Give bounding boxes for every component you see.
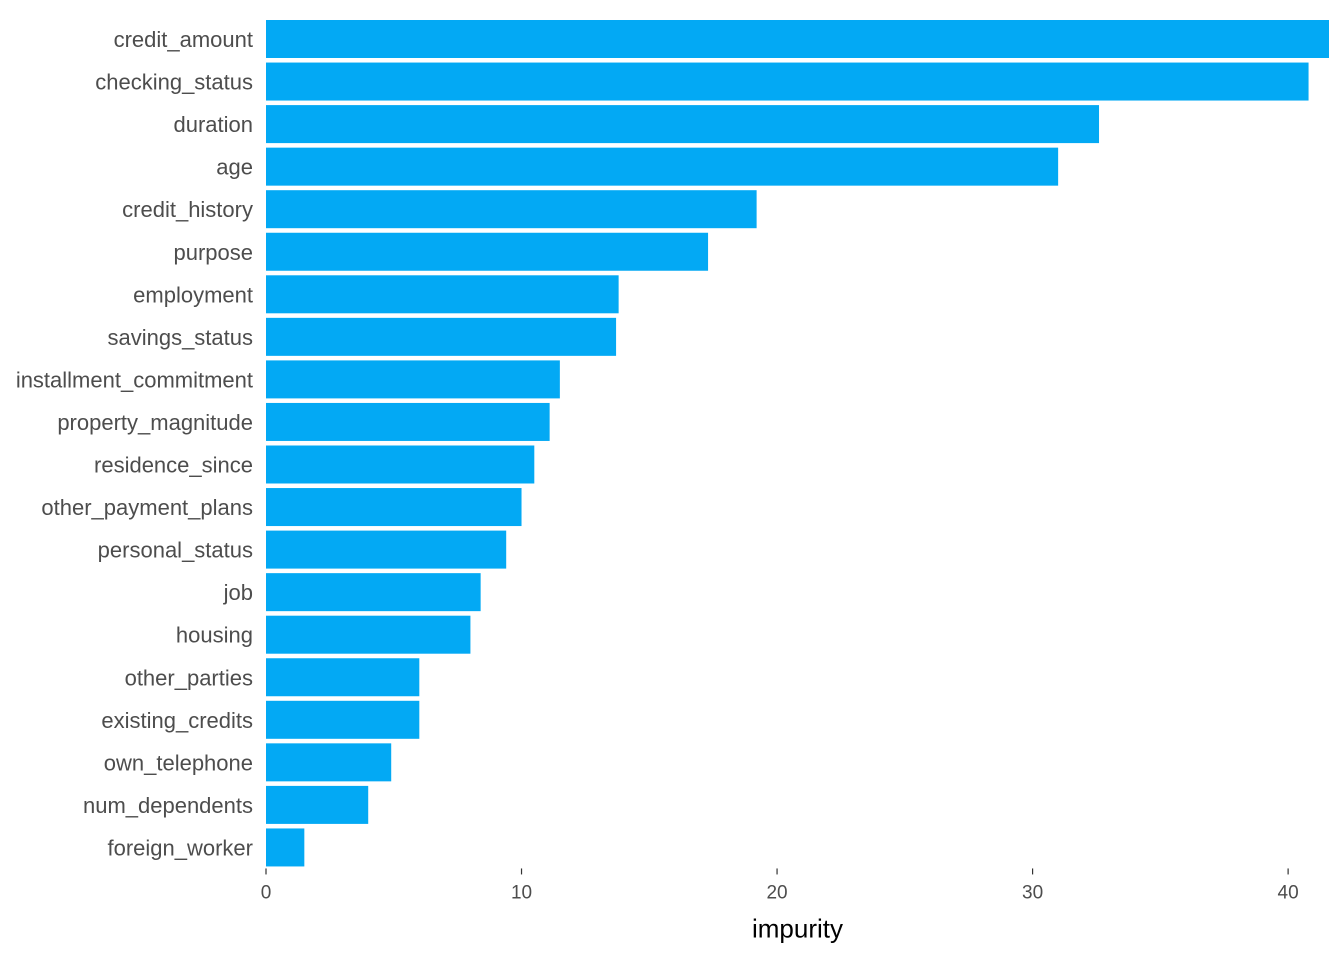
x-axis: 0 10 20 30 40	[261, 868, 1299, 903]
x-tick-label: 40	[1278, 882, 1299, 903]
category-label-age: age	[216, 155, 253, 180]
category-label-residence-since: residence_since	[94, 453, 253, 478]
bar-residence-since	[266, 445, 535, 484]
category-label-employment: employment	[133, 282, 253, 307]
bar-foreign-worker	[266, 828, 305, 867]
bar-credit-amount	[266, 20, 1329, 58]
bar-other-parties	[266, 658, 420, 697]
bar-housing	[266, 615, 471, 654]
category-label-other-parties: other_parties	[125, 665, 253, 690]
bar-personal-status	[266, 530, 507, 569]
bar-job	[266, 573, 481, 612]
category-label-checking-status: checking_status	[95, 70, 253, 95]
x-tick-label: 10	[511, 882, 532, 903]
category-label-duration: duration	[173, 112, 253, 137]
bar-savings-status	[266, 317, 617, 356]
category-label-num-dependents: num_dependents	[83, 793, 253, 818]
bar-property-magnitude	[266, 402, 550, 441]
category-label-job: job	[223, 580, 253, 605]
bar-existing-credits	[266, 700, 420, 739]
category-label-own-telephone: own_telephone	[104, 750, 253, 775]
category-label-savings-status: savings_status	[107, 325, 253, 350]
x-tick-label: 20	[766, 882, 787, 903]
category-label-credit-history: credit_history	[122, 197, 253, 222]
bar-employment	[266, 275, 619, 314]
bar-purpose	[266, 232, 709, 271]
category-label-purpose: purpose	[173, 240, 253, 265]
bar-duration	[266, 105, 1100, 144]
x-tick-label: 0	[261, 882, 272, 903]
bar-num-dependents	[266, 785, 369, 824]
category-label-housing: housing	[176, 623, 253, 648]
bar-age	[266, 147, 1059, 186]
bars-layer	[266, 20, 1329, 867]
category-label-property-magnitude: property_magnitude	[57, 410, 253, 435]
x-axis-title: impurity	[752, 913, 843, 943]
bar-credit-history	[266, 190, 757, 229]
category-label-foreign-worker: foreign_worker	[107, 835, 253, 860]
x-tick-label: 30	[1022, 882, 1043, 903]
bar-checking-status	[266, 62, 1309, 101]
category-label-credit-amount: credit_amount	[114, 27, 253, 52]
category-label-installment-commitment: installment_commitment	[16, 367, 253, 392]
bar-installment-commitment	[266, 360, 560, 399]
bar-other-payment-plans	[266, 488, 522, 527]
category-label-personal-status: personal_status	[98, 538, 253, 563]
category-labels: credit_amount checking_status duration age c…	[16, 27, 253, 860]
category-label-other-payment-plans: other_payment_plans	[41, 495, 253, 520]
bar-own-telephone	[266, 743, 392, 782]
category-label-existing-credits: existing_credits	[101, 708, 253, 733]
